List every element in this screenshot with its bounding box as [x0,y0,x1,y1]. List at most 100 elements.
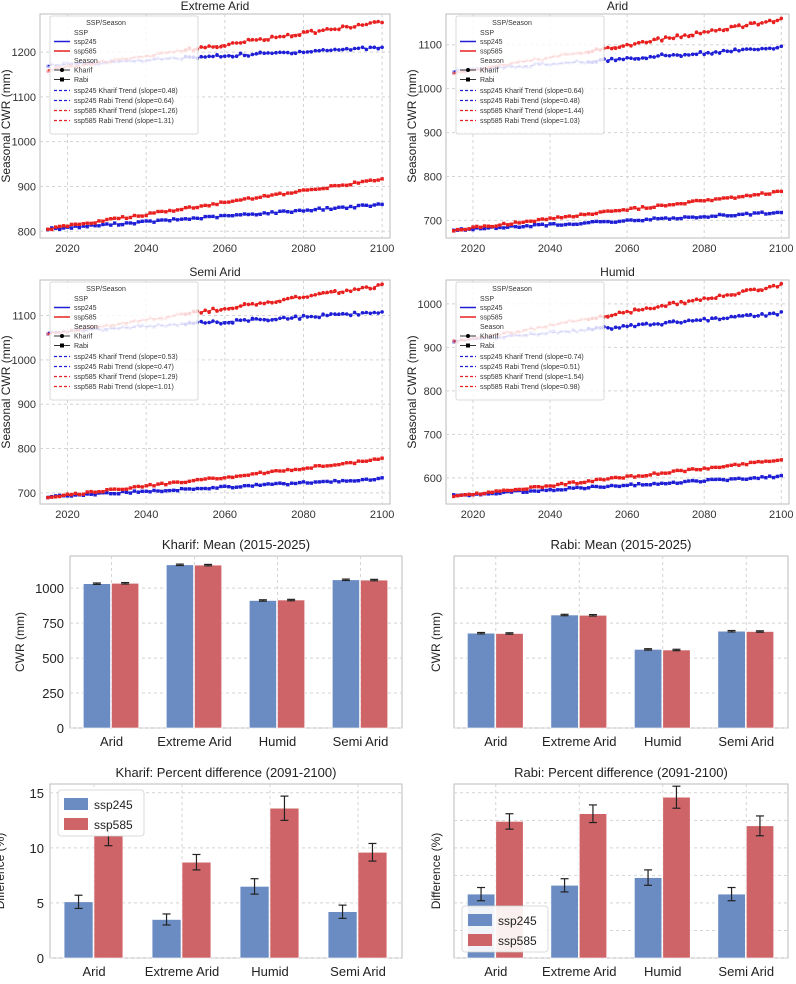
data-point [594,219,598,224]
data-point [282,192,286,197]
data-point [46,227,50,231]
legend-entry-ssp585: ssp585 [480,49,503,56]
data-point [203,214,207,219]
legend-entry-trend: ssp245 Kharif Trend (slope=0.64) [480,88,584,95]
data-point [132,485,137,489]
x-tick-label: 2100 [769,243,793,255]
data-point [598,220,602,224]
data-point [333,478,337,483]
legend-marker-rabi [466,77,470,82]
data-point [175,218,180,222]
data-point [282,315,286,320]
data-point [683,202,687,206]
data-point [136,484,140,489]
x-tick-label: 2040 [538,243,562,255]
x-tick-label: Arid [484,734,507,749]
x-tick-label: Arid [100,734,123,749]
legend-entry-rabi: Rabi [480,343,495,350]
data-point [175,489,180,493]
data-point [602,209,606,214]
chart-kharif-mean-svg: Kharif: Mean (2015-2025) 0 250 500 750 1000 CW… [13,537,403,749]
data-point [246,319,251,323]
y-tick-label: 700 [424,429,442,441]
data-point [211,485,215,490]
data-point [652,205,656,209]
legend-swatch-ssp585 [64,818,88,830]
data-point [364,203,369,207]
y-tick-label: 800 [424,172,442,184]
data-point [640,474,645,478]
x-tick-label: Humid [251,964,289,979]
x-tick-label: 2020 [461,243,485,255]
legend-marker-kharif [466,334,470,338]
data-point [768,192,772,196]
data-point [215,486,219,490]
legend-entry-ssp245: ssp245 [480,305,503,312]
data-point [610,220,614,224]
data-point [183,487,188,491]
data-point [729,49,733,54]
data-point [223,484,227,488]
data-point [613,220,618,224]
data-point [691,467,695,471]
data-point [652,55,656,59]
data-point [317,480,321,484]
data-point [617,476,622,480]
data-point [175,208,180,212]
data-point [714,197,718,201]
bar-ssp585 [360,579,389,729]
legend-entry-trend: ssp585 Kharif Trend (slope=1.29) [74,374,178,381]
x-tick-label: Humid [644,964,682,979]
data-point [290,468,294,473]
data-point [629,206,633,210]
data-point [242,197,247,201]
data-point [779,310,784,314]
data-point [563,222,568,227]
y-tick-label: 900 [18,399,36,411]
data-point [286,191,290,195]
data-point [779,210,783,215]
data-point [583,212,587,217]
data-point [266,212,270,216]
legend-box [455,15,605,135]
legend-marker-rabi [60,77,64,82]
data-point [602,478,606,482]
data-point [380,45,384,50]
data-point [293,190,298,194]
data-point [211,202,215,206]
data-point [109,217,113,221]
data-point [58,224,62,229]
data-point [691,199,695,203]
data-point [656,203,660,207]
y-tick-label: 500 [42,651,64,666]
data-point [671,469,676,473]
data-point [571,215,575,219]
data-point [278,191,282,195]
y-tick-label: 15 [30,786,44,801]
data-point [301,467,306,471]
trend-line-ssp585-rabi [47,178,383,230]
data-point [687,467,691,472]
data-point [309,314,314,319]
data-point [352,180,357,184]
data-point [73,491,78,496]
data-point [219,44,223,49]
data-point [89,221,93,226]
data-point [575,222,579,226]
data-point [69,226,74,230]
data-point [101,222,105,227]
data-point [625,218,629,222]
chart-rabi-diff-svg: Rabi: Percent difference (2091-2100) Diff… [429,765,789,979]
data-point [203,203,207,208]
plot-frame [39,279,391,505]
data-point [648,483,652,487]
data-point [293,33,298,38]
data-point [172,480,176,484]
legend-box [455,281,605,401]
data-point [532,485,537,489]
data-point [364,459,369,463]
data-point [207,476,211,480]
data-point [687,479,691,483]
data-point [211,319,215,323]
data-point [344,46,349,51]
